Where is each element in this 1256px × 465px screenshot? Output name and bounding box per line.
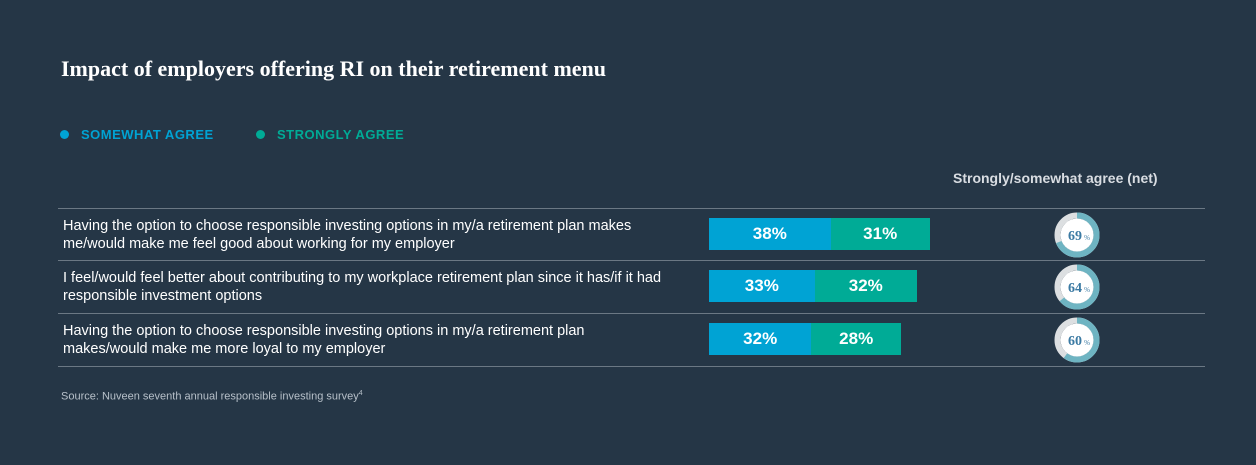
legend-label: SOMEWHAT AGREE: [81, 127, 214, 142]
legend-label: STRONGLY AGREE: [277, 127, 405, 142]
net-unit: %: [1084, 234, 1090, 242]
net-value: 64: [1068, 281, 1082, 296]
bar-strongly: 31%: [830, 218, 930, 250]
net-donut: 64 %: [1054, 264, 1100, 310]
donut-value-arc: [1054, 212, 1100, 258]
bar-somewhat: 33%: [709, 270, 815, 302]
source-text: Source: Nuveen seventh annual responsibl…: [61, 390, 359, 403]
bar-strongly: 28%: [811, 323, 901, 355]
donut-center: [1060, 270, 1094, 304]
chart-row: Having the option to choose responsible …: [58, 314, 1205, 366]
donut-value-arc: [1054, 317, 1100, 363]
legend-dot-somewhat: [60, 130, 69, 139]
bar-somewhat: 38%: [709, 218, 831, 250]
row-divider: [58, 366, 1205, 367]
row-label: Having the option to choose responsible …: [63, 218, 632, 252]
net-unit: %: [1084, 339, 1090, 347]
row-divider: [58, 260, 1205, 261]
row-label: Having the option to choose responsible …: [63, 323, 585, 357]
donut-center: [1060, 218, 1094, 252]
row-divider: [58, 313, 1205, 314]
net-value: 60: [1068, 334, 1082, 349]
donut-center: [1060, 323, 1094, 357]
bar-somewhat: 32%: [709, 323, 812, 355]
source-footnote: 4: [358, 390, 363, 397]
chart-row: I feel/would feel better about contribut…: [58, 261, 1205, 313]
net-value: 69: [1068, 229, 1082, 244]
net-donut: 60 %: [1054, 317, 1100, 363]
net-header: Strongly/somewhat agree (net): [953, 170, 1158, 186]
row-label: I feel/would feel better about contribut…: [63, 270, 662, 304]
chart-row: Having the option to choose responsible …: [58, 209, 1205, 261]
source-note: Source: Nuveen seventh annual responsibl…: [61, 390, 363, 403]
legend-dot-strongly: [256, 130, 265, 139]
bar-strongly: 32%: [814, 270, 917, 302]
donut-value-arc: [1054, 264, 1100, 310]
chart-title: Impact of employers offering RI on their…: [61, 56, 607, 81]
net-donut: 69 %: [1054, 212, 1100, 258]
legend-somewhat: SOMEWHAT AGREE: [60, 127, 214, 142]
net-unit: %: [1084, 286, 1090, 294]
row-divider: [58, 208, 1205, 209]
legend-strongly: STRONGLY AGREE: [256, 127, 404, 142]
